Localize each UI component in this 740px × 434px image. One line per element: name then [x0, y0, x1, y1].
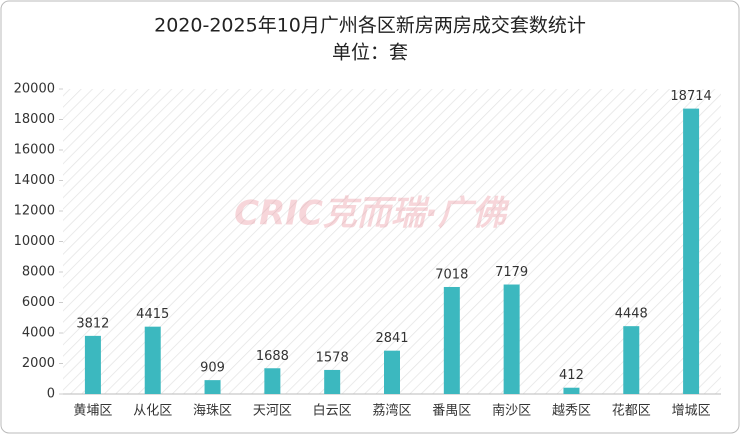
- y-tick-label: 14000: [14, 173, 55, 188]
- data-label: 2841: [375, 331, 408, 346]
- bar: [324, 369, 341, 394]
- x-tick-label: 番禺区: [432, 404, 471, 419]
- bar: [443, 286, 460, 394]
- x-tick-label: 海珠区: [193, 404, 232, 419]
- data-label: 7018: [435, 267, 468, 282]
- bar: [144, 326, 161, 394]
- chart-subtitle: 单位：套: [332, 42, 408, 64]
- y-tick-label: 10000: [14, 234, 55, 249]
- watermark: CRIC克而瑞·广佛: [234, 194, 510, 234]
- bar: [623, 326, 640, 394]
- y-tick-label: 6000: [22, 295, 55, 310]
- x-tick-label: 白云区: [313, 403, 352, 419]
- y-tick-label: 0: [47, 387, 55, 402]
- x-tick-label: 越秀区: [552, 404, 591, 419]
- chart-title: 2020-2025年10月广州各区新房两房成交套数统计: [154, 15, 586, 37]
- data-label: 7179: [495, 265, 528, 280]
- bar: [84, 335, 101, 394]
- bar: [204, 380, 221, 394]
- data-label: 412: [559, 368, 584, 383]
- y-tick-label: 20000: [14, 82, 55, 97]
- data-label: 1578: [316, 350, 349, 365]
- bar: [384, 350, 400, 394]
- x-tick-label: 增城区: [672, 404, 711, 419]
- y-tick-label: 12000: [14, 204, 55, 219]
- data-label: 18714: [670, 89, 711, 104]
- y-tick-label: 4000: [22, 326, 55, 341]
- x-tick-label: 南沙区: [492, 403, 531, 419]
- x-tick-label: 天河区: [253, 404, 292, 419]
- bar: [503, 284, 520, 394]
- data-label: 909: [200, 361, 225, 376]
- y-tick-label: 2000: [22, 356, 55, 371]
- x-tick-label: 花都区: [612, 403, 651, 419]
- y-tick-label: 16000: [14, 143, 55, 158]
- y-tick-label: 18000: [14, 112, 55, 127]
- bar: [683, 108, 700, 394]
- data-label: 3812: [76, 316, 109, 331]
- y-tick-label: 8000: [22, 265, 55, 280]
- bar: [264, 368, 281, 394]
- x-tick-label: 从化区: [133, 404, 172, 419]
- data-label: 1688: [256, 349, 289, 364]
- x-tick-label: 黄埔区: [73, 404, 112, 419]
- x-tick-label: 荔湾区: [372, 403, 411, 419]
- data-label: 4415: [136, 307, 169, 322]
- bar: [563, 387, 580, 394]
- data-label: 4448: [615, 307, 648, 322]
- plot-background: [63, 89, 721, 394]
